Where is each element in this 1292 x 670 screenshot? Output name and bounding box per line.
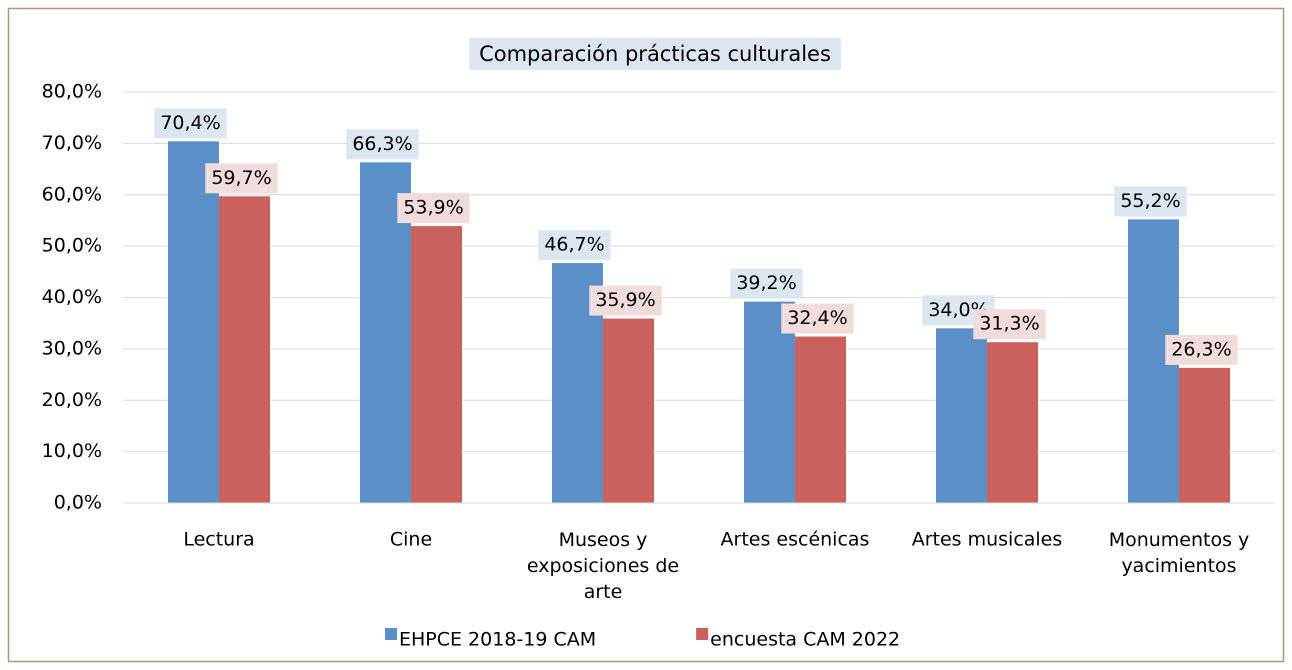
title-background [469, 38, 841, 70]
x-tick-label: Museos y exposiciones de arte [527, 529, 679, 603]
data-label: 55,2% [1120, 190, 1180, 212]
y-tick-label: 0,0% [54, 492, 102, 514]
x-tick-label: Artes musicales [912, 529, 1063, 551]
data-label: 39,2% [736, 272, 796, 294]
data-label: 26,3% [1171, 338, 1231, 360]
data-label-background [973, 309, 1046, 340]
y-tick-label: 10,0% [42, 440, 102, 462]
legend-swatch [385, 628, 397, 640]
bar [168, 141, 219, 503]
y-tick-label: 60,0% [42, 183, 102, 205]
data-label: 31,3% [979, 313, 1039, 335]
y-tick-label: 50,0% [42, 235, 102, 257]
y-tick-label: 70,0% [42, 132, 102, 154]
data-label-background [397, 193, 470, 224]
legend-swatch [696, 628, 709, 640]
bar [744, 301, 795, 503]
y-tick-label: 30,0% [42, 337, 102, 359]
x-tick-label-line: yacimientos [1121, 555, 1236, 577]
bar [219, 196, 270, 503]
data-label-background [1114, 186, 1187, 217]
x-tick-label-line: Museos y [559, 529, 648, 551]
data-label: 66,3% [352, 133, 412, 155]
y-tick-label: 20,0% [42, 389, 102, 411]
data-label: 53,9% [403, 197, 463, 219]
bar [936, 328, 987, 503]
x-tick-label: Cine [390, 529, 432, 551]
y-tick-label: 80,0% [42, 81, 102, 103]
bar [603, 318, 654, 503]
data-label: 35,9% [595, 289, 655, 311]
data-label-background [154, 108, 227, 139]
x-tick-label: Lectura [183, 529, 254, 551]
x-tick-label: Monumentos y yacimientos [1109, 529, 1250, 577]
x-tick-label-line: Monumentos y [1109, 529, 1250, 551]
bar [795, 336, 846, 503]
data-label-background [781, 303, 854, 334]
x-tick-label-line: arte [584, 581, 623, 603]
legend-label: encuesta CAM 2022 [710, 629, 900, 651]
data-label: 70,4% [160, 112, 220, 134]
data-label-background [205, 163, 278, 194]
data-label-background [538, 230, 611, 261]
legend-label: EHPCE 2018-19 CAM [399, 629, 596, 651]
data-label-background [1165, 334, 1238, 365]
bar [1179, 367, 1230, 503]
data-label-background [730, 268, 803, 299]
chart-title: Comparación prácticas culturales [479, 42, 831, 66]
data-label: 46,7% [544, 234, 604, 256]
data-label: 32,4% [787, 307, 847, 329]
data-label-background [346, 129, 419, 160]
bar [987, 342, 1038, 503]
bar [411, 226, 462, 503]
y-tick-label: 40,0% [42, 286, 102, 308]
x-tick-label: Artes escénicas [721, 529, 870, 551]
data-label-background [589, 285, 662, 316]
x-tick-label-line: exposiciones de [527, 555, 679, 577]
data-label: 59,7% [211, 167, 271, 189]
